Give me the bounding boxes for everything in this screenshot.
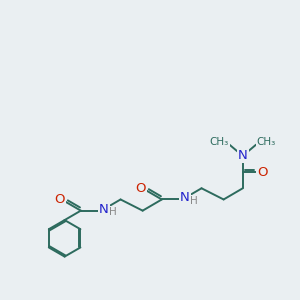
Text: H: H [109, 207, 116, 217]
Text: N: N [238, 149, 247, 162]
Text: H: H [190, 196, 197, 206]
Text: CH₃: CH₃ [210, 137, 229, 147]
Text: N: N [180, 191, 190, 205]
Text: CH₃: CH₃ [257, 137, 276, 147]
Text: O: O [257, 166, 268, 178]
Text: O: O [54, 193, 64, 206]
Text: N: N [99, 203, 109, 216]
Text: O: O [135, 182, 146, 195]
